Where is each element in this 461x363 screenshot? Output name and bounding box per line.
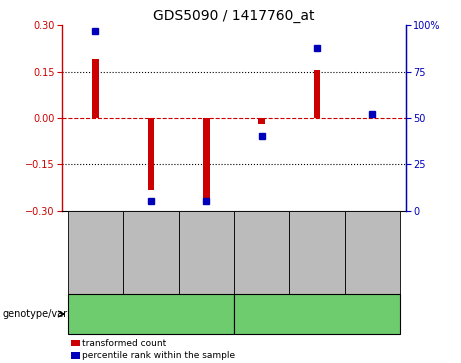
Bar xyxy=(314,70,320,118)
Text: genotype/variation: genotype/variation xyxy=(2,309,95,319)
Text: wild type: wild type xyxy=(300,310,335,318)
Text: GSM1151361: GSM1151361 xyxy=(202,227,211,278)
Text: cystatin B knockout Cstb-/-: cystatin B knockout Cstb-/- xyxy=(99,310,202,318)
Text: GSM1151364: GSM1151364 xyxy=(368,227,377,278)
Text: GSM1151360: GSM1151360 xyxy=(146,227,155,278)
Text: percentile rank within the sample: percentile rank within the sample xyxy=(82,351,235,360)
Bar xyxy=(92,59,99,118)
Bar xyxy=(148,118,154,191)
Text: GSM1151362: GSM1151362 xyxy=(257,227,266,278)
Bar xyxy=(258,118,265,123)
Bar xyxy=(203,118,210,200)
Bar xyxy=(369,114,376,118)
Text: GSM1151363: GSM1151363 xyxy=(313,227,322,278)
Text: transformed count: transformed count xyxy=(82,339,166,347)
Title: GDS5090 / 1417760_at: GDS5090 / 1417760_at xyxy=(153,9,315,23)
Text: GSM1151359: GSM1151359 xyxy=(91,227,100,278)
